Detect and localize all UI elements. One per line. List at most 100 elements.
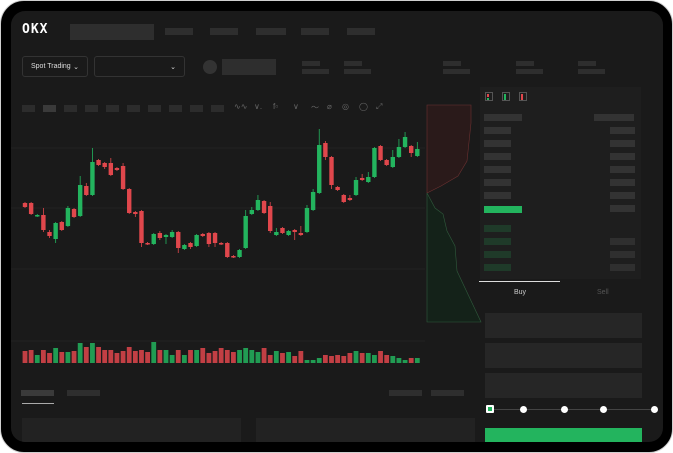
draw-icon[interactable]: ⌀	[327, 102, 332, 111]
slider-step[interactable]	[600, 406, 607, 413]
volume-bar	[322, 355, 328, 363]
volume-bar	[206, 353, 212, 363]
order-card	[22, 418, 241, 442]
price-input[interactable]	[485, 313, 642, 338]
filter-button[interactable]	[431, 390, 464, 396]
indicator-icon[interactable]: ∿∿	[234, 102, 248, 111]
nav-item[interactable]	[301, 28, 329, 35]
timeframe-button[interactable]	[64, 105, 77, 112]
candle-body	[35, 215, 40, 217]
volume-bar	[408, 358, 414, 363]
tab-open-orders[interactable]	[21, 390, 54, 396]
tab-sell[interactable]: Sell	[597, 289, 609, 296]
ask-price	[484, 179, 511, 186]
stat-value	[516, 69, 543, 74]
candle-body	[408, 146, 414, 153]
timeframe-button[interactable]	[127, 105, 140, 112]
orderbook-header	[484, 114, 522, 121]
orderbook-sell-icon[interactable]	[519, 92, 527, 101]
volume-bar	[169, 355, 175, 363]
candle-body	[65, 208, 71, 226]
candle-body	[41, 215, 46, 230]
trading-screen: OKX Spot Trading ⌄ ⌄ ∿∿ ∨. f▫ ∨ 〜 ⌀ ◎ ◯ ⤢…	[11, 11, 663, 442]
volume-bar	[414, 358, 420, 363]
timeframe-button[interactable]	[190, 105, 203, 112]
candle-body	[353, 180, 359, 195]
volume-bar	[194, 350, 200, 363]
volume-bar	[341, 356, 347, 363]
timeframe-button[interactable]	[106, 105, 119, 112]
volume-bar	[273, 351, 279, 363]
fullscreen-icon[interactable]: ⤢	[376, 102, 383, 111]
volume-bar	[402, 360, 408, 363]
amount-input[interactable]	[485, 343, 642, 368]
search-bar[interactable]	[70, 24, 154, 40]
candlestick-chart[interactable]	[11, 11, 663, 442]
volume-bar	[175, 350, 181, 363]
volume-bar	[261, 348, 267, 363]
candle-body	[396, 147, 402, 157]
volume-bar	[77, 343, 83, 363]
timeframe-button[interactable]	[85, 105, 98, 112]
camera-icon[interactable]: ◎	[342, 102, 349, 111]
buy-button[interactable]	[485, 428, 642, 442]
ask-amount	[610, 140, 635, 147]
volume-bar	[378, 351, 383, 363]
slider-step[interactable]	[520, 406, 527, 413]
filter-button[interactable]	[389, 390, 422, 396]
fx-icon[interactable]: f▫	[273, 102, 279, 111]
tab-buy[interactable]: Buy	[514, 289, 527, 296]
candle-body	[96, 160, 101, 165]
candle-body	[255, 200, 261, 210]
timeframe-button[interactable]	[148, 105, 161, 112]
candle-body	[323, 143, 328, 157]
ask-price	[484, 153, 511, 160]
volume-bar	[335, 355, 341, 363]
volume-bar	[390, 356, 396, 363]
candle-body	[390, 157, 395, 167]
total-input[interactable]	[485, 373, 642, 398]
slider-handle[interactable]	[486, 405, 494, 413]
orderbook-buy-icon[interactable]	[502, 92, 510, 101]
bid-amount	[610, 251, 635, 258]
nav-item[interactable]	[256, 28, 286, 35]
nav-item[interactable]	[210, 28, 238, 35]
candle-body	[231, 256, 236, 258]
slider-step[interactable]	[651, 406, 658, 413]
ask-amount	[610, 153, 635, 160]
volume-bar	[249, 350, 255, 363]
pair-name	[222, 59, 276, 75]
nav-item[interactable]	[165, 28, 193, 35]
volume-bar	[292, 356, 298, 363]
timeframe-button[interactable]	[22, 105, 35, 112]
timeframe-button[interactable]	[169, 105, 182, 112]
tab-history[interactable]	[67, 390, 100, 396]
candle-body	[280, 228, 285, 233]
ask-amount	[610, 192, 635, 199]
volume-bar	[218, 348, 224, 363]
candle-body	[108, 163, 114, 175]
trend-icon[interactable]: 〜	[311, 103, 319, 112]
slider-track[interactable]	[489, 409, 655, 410]
pair-select[interactable]: ⌄	[94, 56, 185, 77]
candle-body	[335, 187, 340, 190]
nav-item[interactable]	[347, 28, 375, 35]
timeframe-button[interactable]	[43, 105, 56, 112]
settings-icon[interactable]: ◯	[359, 102, 368, 111]
candle-body	[286, 231, 291, 235]
orderbook-both-icon[interactable]	[485, 92, 493, 101]
timeframe-button[interactable]	[211, 105, 224, 112]
candle-body	[22, 203, 28, 207]
line-type-icon[interactable]: ∨.	[254, 102, 263, 111]
volume-bar	[298, 351, 304, 363]
slider-step[interactable]	[561, 406, 568, 413]
stat-label	[302, 61, 320, 66]
volume-bar	[286, 352, 291, 363]
candle-body	[298, 233, 304, 235]
trading-mode-select[interactable]: Spot Trading ⌄	[22, 56, 88, 77]
chevron-down-icon[interactable]: ∨	[293, 102, 299, 111]
okx-logo[interactable]: OKX	[22, 22, 49, 37]
candle-body	[212, 233, 218, 243]
ask-amount	[610, 127, 635, 134]
bid-amount	[610, 264, 635, 271]
